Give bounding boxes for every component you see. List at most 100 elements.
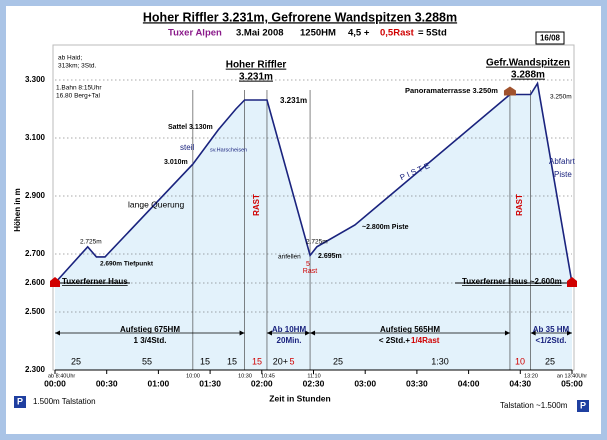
annotation: Tuxerferner Haus ~2.600m	[462, 277, 562, 286]
annotation: Ab 10HM	[272, 325, 307, 334]
annotation: Panoramaterrasse 3.250m	[405, 86, 498, 95]
annotation: sv.Harscheisen	[210, 147, 247, 153]
annotation: 3.010m	[164, 159, 188, 166]
annotation: Tuxerferner Haus	[62, 277, 128, 286]
profile-area	[55, 83, 572, 370]
x-tick-label: 01:30	[199, 378, 221, 388]
annotation: 15	[227, 356, 237, 366]
annotation: 3.231m	[280, 96, 307, 105]
annotation: < 2Std.+	[379, 336, 410, 345]
x-tick-label: 00:30	[96, 378, 118, 388]
annotation: 15	[200, 356, 210, 366]
annotation: Aufstieg 675HM	[120, 325, 180, 334]
annotation: Abfahrt	[549, 157, 576, 166]
annotation: 10:45	[261, 373, 275, 379]
x-axis-label: Zeit in Stunden	[269, 393, 330, 403]
x-tick-label: 03:30	[406, 378, 428, 388]
annotation: Gefr.Wandspitzen	[486, 58, 570, 69]
parking-box	[577, 400, 589, 412]
annotation: 5	[289, 356, 294, 366]
x-tick-label: 05:00	[561, 378, 583, 388]
annotation: anfellen	[278, 254, 301, 261]
annotation: Rast	[303, 268, 317, 275]
x-tick-label: 02:00	[251, 378, 273, 388]
annotation: an 13:40Uhr	[557, 373, 587, 379]
subtitle: Tuxer Alpen	[168, 28, 222, 39]
chart-title: Hoher Riffler 3.231m, Gefrorene Wandspit…	[143, 10, 457, 24]
annotation: Talstation ~1.500m	[500, 401, 568, 410]
annotation: 25	[545, 356, 555, 366]
y-tick-label: 3.300	[25, 75, 46, 84]
annotation: 10	[515, 356, 525, 366]
annotation: ab 8:40Uhr	[48, 373, 75, 379]
x-tick-label: 03:00	[354, 378, 376, 388]
annotation: 1 3/4Std.	[134, 336, 167, 345]
subtitle: 0,5Rast	[380, 28, 415, 39]
annotation: 2.725m	[306, 239, 328, 246]
annotation: P	[580, 400, 586, 410]
annotation: 1:30	[431, 356, 449, 366]
y-axis-label: Höhen in m	[13, 188, 22, 232]
x-tick-label: 04:00	[458, 378, 480, 388]
parking-box	[14, 396, 26, 408]
x-tick-label: 00:00	[44, 378, 66, 388]
annotation: ab Haid;	[58, 55, 82, 62]
annotation: 16.80 Berg+Tal	[56, 93, 100, 100]
annotation: 3.231m	[239, 72, 273, 83]
x-tick-label: 01:00	[148, 378, 170, 388]
badge: 16/08	[540, 34, 561, 43]
y-tick-label: 2.300	[25, 365, 46, 374]
annotation: 2.690m Tiefpunkt	[100, 261, 154, 268]
annotation: Sattel 3.130m	[168, 124, 213, 131]
y-tick-label: 3.100	[25, 133, 46, 142]
annotation: 25	[71, 356, 81, 366]
annotation: 3.250m	[550, 94, 572, 101]
annotation: 5	[306, 261, 310, 268]
badge-box	[535, 31, 565, 45]
annotation: 11:10	[307, 373, 320, 379]
annotation: 10:00	[186, 373, 200, 379]
annotation: ~2.800m Piste	[362, 224, 409, 231]
annotation: 2.695m	[318, 253, 342, 260]
annotation: 15	[252, 356, 262, 366]
annotation: 1.Bahn 8:15Uhr	[56, 85, 102, 92]
subtitle: 3.Mai 2008	[236, 28, 284, 39]
subtitle: = 5Std	[418, 28, 447, 39]
annotation: 20Min.	[277, 336, 302, 345]
y-tick-label: 2.500	[25, 307, 46, 316]
annotation: 55	[142, 356, 152, 366]
annotation: Aufstieg 565HM	[380, 325, 440, 334]
arrow-head	[530, 330, 572, 336]
annotation: 1.500m Talstation	[33, 397, 96, 406]
annotation: 2.725m	[80, 239, 102, 246]
annotation: RAST	[252, 194, 261, 216]
annotation: 13:20	[524, 373, 538, 379]
annotation: RAST	[515, 194, 524, 216]
annotation: Ab 35 HM	[533, 325, 570, 334]
hut-icon	[567, 277, 577, 287]
annotation: 3.288m	[511, 70, 545, 81]
annotation: <1/2Std.	[536, 336, 567, 345]
x-tick-label: 02:30	[303, 378, 325, 388]
annotation: 1/4Rast	[411, 336, 440, 345]
subtitle: 1250HM	[300, 28, 336, 39]
annotation: Hoher Riffler	[226, 60, 287, 71]
subtitle: 4,5 +	[348, 28, 370, 39]
hut-icon	[503, 86, 516, 96]
x-tick-label: 04:30	[509, 378, 531, 388]
hut-icon	[50, 277, 60, 287]
annotation: 10:30	[238, 373, 252, 379]
arrow-head	[266, 330, 311, 336]
profile-line	[54, 81, 573, 284]
y-tick-label: 2.600	[25, 278, 46, 287]
annotation: 313km; 3Std.	[58, 63, 96, 70]
annotation: P	[17, 396, 23, 406]
annotation: Piste	[554, 170, 572, 179]
y-tick-label: 2.900	[25, 191, 46, 200]
annotation: steil	[180, 143, 194, 152]
annotation: 25	[333, 356, 343, 366]
annotation: lange Querung	[128, 199, 185, 209]
y-tick-label: 2.700	[25, 249, 46, 258]
annotation: 20+	[273, 356, 288, 366]
